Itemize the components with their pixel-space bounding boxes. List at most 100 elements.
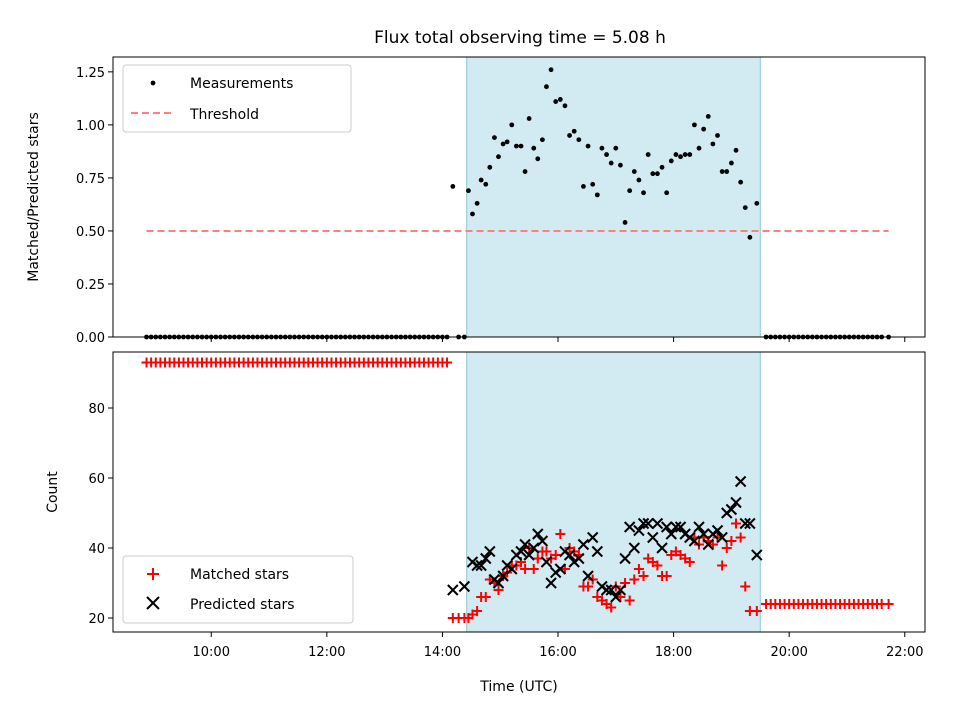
measurement-point <box>650 171 656 177</box>
x-tick-label: 20:00 <box>770 645 807 660</box>
predicted-stars-point <box>554 563 567 575</box>
predicted-stars-point <box>528 542 540 554</box>
measurement-point <box>659 164 665 170</box>
legend-label-threshold: Threshold <box>189 107 259 123</box>
predicted-stars-point <box>577 538 590 551</box>
predicted-stars-point <box>563 549 576 561</box>
predicted-stars-point <box>656 542 668 554</box>
matched-stars-point <box>583 581 594 592</box>
measurement-point <box>622 220 628 225</box>
top-axes-frame <box>112 56 926 338</box>
matched-stars-point <box>550 550 561 560</box>
bottom-y-axis-ticks: 20 40 60 80 <box>88 402 113 627</box>
measurement-point <box>518 143 524 149</box>
measurement-point <box>500 141 506 147</box>
predicted-stars-point <box>725 503 738 516</box>
measurement-point <box>544 84 549 90</box>
measurement-point <box>581 183 586 189</box>
measurement-point <box>754 200 760 206</box>
measurement-point <box>645 152 651 157</box>
measurement-point <box>540 137 545 143</box>
measurement-point <box>548 67 554 73</box>
measurement-point <box>618 162 623 168</box>
predicted-stars-point <box>651 517 664 530</box>
predicted-stars-point <box>702 538 714 551</box>
matched-stars-point <box>541 546 552 557</box>
measurement-point <box>608 160 614 166</box>
measurement-point <box>496 154 501 160</box>
measurement-point <box>682 152 688 157</box>
chart-title: Flux total observing time = 5.08 h <box>374 28 666 48</box>
measurement-point <box>590 181 596 187</box>
matched-stars-point <box>661 571 672 581</box>
measurement-point <box>522 169 528 174</box>
measurement-point <box>504 139 510 145</box>
measurement-point <box>567 133 572 138</box>
measurement-point <box>483 181 489 187</box>
predicted-stars-point <box>605 584 617 596</box>
x-tick-label: 10:00 <box>193 645 230 660</box>
measurement-point <box>710 141 716 147</box>
measurement-point <box>738 179 744 185</box>
predicted-stars-point <box>471 559 483 572</box>
legend-label-matched: Matched stars <box>190 567 289 583</box>
measurement-point <box>641 190 646 196</box>
matched-stars-point <box>717 560 728 571</box>
matched-stars-point <box>652 560 663 571</box>
predicted-stars-point <box>484 545 496 558</box>
predicted-stars-point <box>532 528 544 540</box>
measurement-point <box>687 152 693 157</box>
measurement-point <box>678 154 683 160</box>
legend-label-predicted: Predicted stars <box>190 597 295 613</box>
predicted-stars-point <box>610 591 622 603</box>
bottom-panel: 20 40 60 80 10:00 12:00 14:00 16:00 18:00 20:00 2… <box>45 351 926 695</box>
measurement-point <box>474 200 480 206</box>
top-panel: Flux total observing time = 5.08 h 0.000… <box>26 28 926 346</box>
matched-stars-point <box>520 564 531 574</box>
measurement-point <box>557 97 563 102</box>
predicted-stars-point <box>506 563 518 575</box>
x-tick-label: 22:00 <box>886 645 923 660</box>
measurement-point <box>719 169 725 174</box>
predicted-stars-point <box>665 528 677 540</box>
x-axis-label: Time (UTC) <box>479 679 557 695</box>
measurement-point <box>585 143 591 149</box>
predicted-stars-point <box>716 531 728 544</box>
matched-stars-point <box>606 602 617 613</box>
predicted-stars-point <box>497 570 509 582</box>
measurement-point <box>742 205 748 211</box>
matched-stars-point <box>629 574 640 585</box>
measurement-point <box>715 133 720 138</box>
predicted-stars-point <box>523 549 535 561</box>
measurement-point <box>509 122 515 128</box>
y-tick-label: 0.50 <box>76 225 105 240</box>
measurement-point <box>599 145 605 151</box>
y-tick-label: 0.75 <box>76 172 105 187</box>
y-tick-label: 20 <box>88 612 105 627</box>
predicted-stars-point <box>739 517 751 530</box>
measurement-point <box>747 234 753 240</box>
matched-stars-point <box>555 529 566 539</box>
measurement-point <box>733 147 739 153</box>
measurement-point <box>636 177 642 183</box>
y-tick-label: 80 <box>88 402 105 417</box>
measurement-point <box>594 192 600 198</box>
predicted-stars-point <box>515 545 527 558</box>
bottom-observing-span <box>466 351 761 633</box>
predicted-stars-point <box>492 577 505 589</box>
measurement-point <box>728 160 734 166</box>
x-tick-label: 16:00 <box>539 645 576 660</box>
measurement-point <box>701 126 707 132</box>
matched-stars-point <box>726 536 737 546</box>
measurement-point <box>705 113 711 119</box>
matched-stars-point <box>480 592 491 602</box>
predicted-stars-point <box>619 552 631 565</box>
predicted-stars-point <box>536 535 549 547</box>
predicted-stars-point <box>519 538 531 551</box>
measurement-point <box>553 99 559 104</box>
bottom-axes-frame <box>112 351 926 633</box>
top-plot-marks <box>144 67 891 340</box>
top-y-axis-ticks: 0.00 0.25 0.50 0.75 1.00 1.25 <box>76 66 113 346</box>
measurement-point <box>673 152 679 157</box>
predicted-stars-point <box>582 570 594 582</box>
